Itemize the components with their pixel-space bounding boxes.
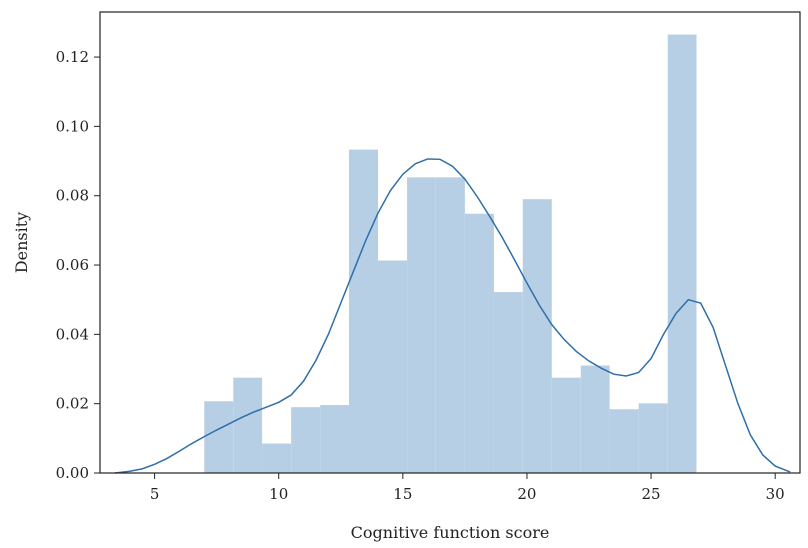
plot-frame (99, 11, 801, 474)
histogram-bar (262, 443, 292, 473)
histogram-bar (522, 199, 552, 474)
x-tick-label: 10 (269, 485, 288, 503)
x-tick-label: 20 (517, 485, 536, 503)
histogram-bar (407, 177, 436, 473)
histogram-bar (638, 403, 668, 473)
histogram-bar (435, 177, 465, 473)
x-tick-label: 15 (393, 485, 412, 503)
histogram-bar (320, 405, 349, 473)
x-tick-label: 25 (642, 485, 661, 503)
y-tick-label: 0.12 (56, 48, 89, 66)
x-axis-label: Cognitive function score (351, 523, 550, 542)
histogram-bar (667, 34, 697, 473)
y-tick-label: 0.02 (56, 395, 89, 413)
x-tick-label: 30 (766, 485, 785, 503)
y-tick-label: 0.06 (56, 256, 89, 274)
histogram-bar (551, 377, 581, 473)
y-tick-label: 0.00 (56, 464, 89, 482)
histogram-bar (233, 377, 263, 473)
density-curve (114, 158, 791, 474)
histogram-bar (464, 213, 494, 473)
histogram-bar (609, 409, 639, 473)
y-axis-label: Density (12, 212, 31, 273)
histogram-bar (493, 292, 523, 473)
histogram-bar (348, 149, 379, 474)
y-tick-label: 0.04 (56, 325, 89, 343)
histogram-bar (291, 407, 321, 473)
x-axis-ticks: 5 10 15 20 25 30 (150, 473, 785, 503)
y-axis-ticks: 0.00 0.02 0.04 0.06 0.08 0.10 0.12 (56, 48, 100, 482)
y-tick-label: 0.08 (56, 187, 89, 205)
histogram-bar (204, 401, 234, 473)
x-tick-label: 5 (150, 485, 160, 503)
histogram-bar (378, 260, 408, 473)
y-tick-label: 0.10 (56, 117, 89, 135)
histogram-bar (580, 365, 610, 473)
histogram-bars (204, 34, 697, 474)
